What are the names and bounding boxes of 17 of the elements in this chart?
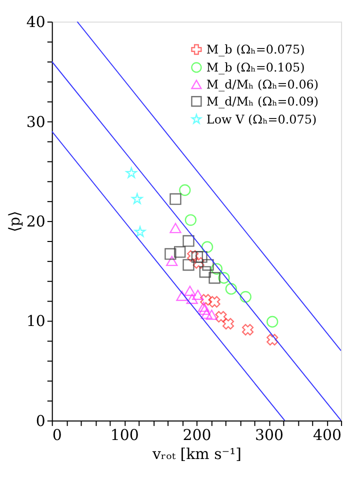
y-tick-label: 0 — [36, 412, 46, 430]
y-tick-label: 20 — [26, 212, 46, 231]
y-axis-title: ⟨p⟩ — [5, 210, 24, 232]
x-tick-label: 100 — [110, 426, 139, 444]
legend-label: M_d/Mₕ (Ωₕ=0.06) — [206, 77, 319, 92]
x-tick-label: 400 — [313, 426, 342, 444]
x-tick-label: 200 — [182, 426, 212, 444]
legend-label: M_b (Ωₕ=0.105) — [206, 60, 305, 74]
y-tick-label: 10 — [26, 312, 46, 330]
x-tick-label: 0 — [52, 426, 62, 444]
y-tick-label: 40 — [26, 13, 46, 32]
legend-label: M_d/Mₕ (Ωₕ=0.09) — [206, 94, 319, 108]
legend-label: Low V (Ωₕ=0.075) — [206, 112, 317, 126]
x-tick-label: 300 — [254, 426, 284, 444]
y-tick-label: 30 — [26, 112, 46, 131]
legend-label: M_b (Ωₕ=0.075) — [206, 42, 305, 57]
x-axis-title: vᵣₒₜ [km s⁻¹] — [151, 444, 242, 463]
